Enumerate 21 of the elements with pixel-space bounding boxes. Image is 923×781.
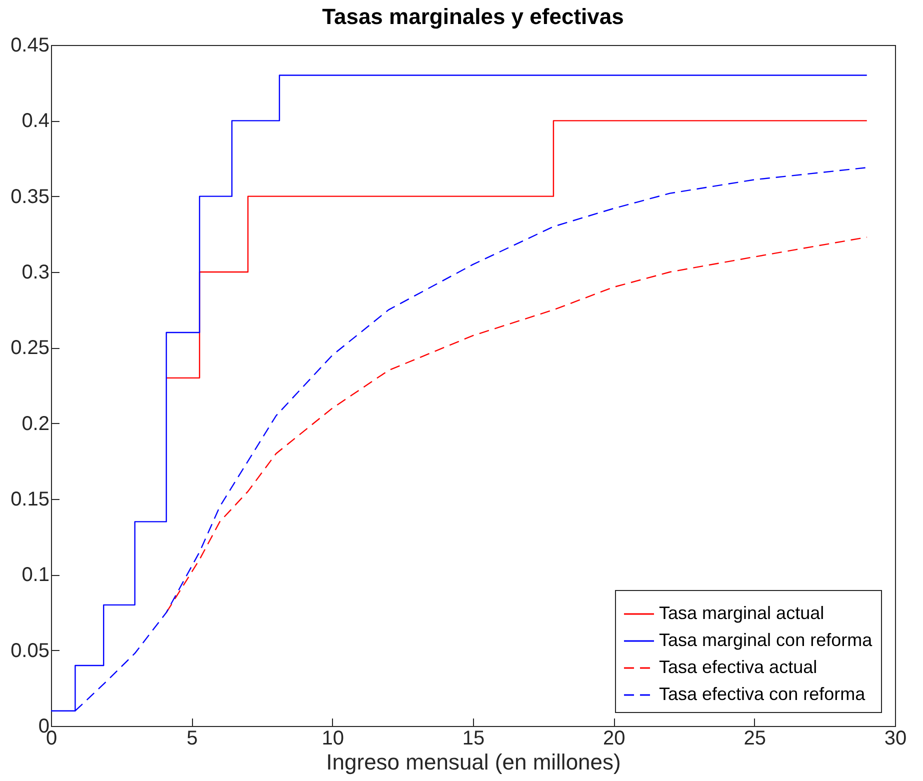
y-tick-label: 0.45 <box>10 34 50 56</box>
x-tick-label: 15 <box>462 728 485 750</box>
y-tick-label: 0.05 <box>10 640 50 662</box>
x-tick-label: 20 <box>603 728 626 750</box>
x-axis-title: Ingreso mensual (en millones) <box>326 750 621 774</box>
x-tick-label: 30 <box>884 728 907 750</box>
legend-label: Tasa efectiva con reforma <box>659 684 866 704</box>
legend-label: Tasa marginal con reforma <box>659 630 874 650</box>
x-tick-label: 10 <box>322 728 344 750</box>
y-tick-label: 0.1 <box>22 564 50 586</box>
y-tick-label: 0.35 <box>10 186 50 208</box>
legend-label: Tasa marginal actual <box>659 603 824 623</box>
y-tick-label: 0.25 <box>10 337 50 360</box>
y-tick-label: 0.15 <box>10 488 50 510</box>
y-tick-label: 0.2 <box>22 412 50 435</box>
y-tick-label: 0.4 <box>22 110 50 132</box>
x-tick-label: 25 <box>744 728 766 750</box>
legend-label: Tasa efectiva actual <box>659 657 818 677</box>
chart-title: Tasas marginales y efectivas <box>322 4 624 29</box>
x-tick-label: 5 <box>186 728 198 750</box>
y-tick-label: 0.3 <box>22 262 50 284</box>
